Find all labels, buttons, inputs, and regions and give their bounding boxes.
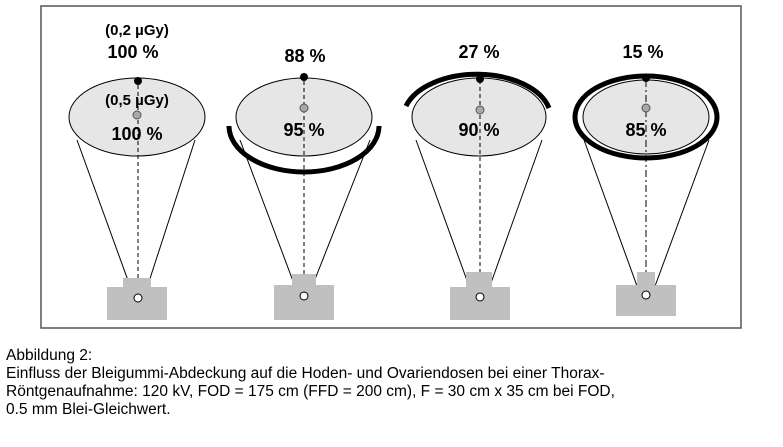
panel-upper-shield: 27 % 90 % [403,42,552,320]
beam-edge-left [583,139,642,298]
beam-edge-right [650,139,710,298]
gonad-dose-point [642,74,650,82]
gonad-dose-point [476,75,484,83]
dose-diagram: (0,2 µGy) 100 % (0,5 µGy) 100 % 88 % 95 … [40,5,742,329]
gonad-dose-point [134,77,142,85]
diagram-frame [40,5,742,329]
gonad-dose-note: (0,2 µGy) [105,22,169,39]
figure-caption: Abbildung 2: Einfluss der Bleigummi-Abde… [6,347,778,419]
lead-shield-lower [226,125,382,175]
focal-spot [641,290,651,300]
panel-full-shield: 15 % 85 % [572,42,720,316]
caption-line-1: Einfluss der Bleigummi-Abdeckung auf die… [6,365,605,382]
skin-dose-percent: 100 % [111,124,162,144]
skin-dose-note: (0,5 µGy) [105,92,169,109]
focal-spot [133,293,143,303]
panel-lower-shield: 88 % 95 % [226,46,382,320]
gonad-dose-point [300,73,308,81]
gonad-dose-percent: 15 % [622,42,663,62]
panel-no-shield: (0,2 µGy) 100 % (0,5 µGy) 100 % [68,22,206,320]
skin-dose-point [475,105,485,115]
beam-edge-left [76,139,135,298]
gonad-dose-percent: 88 % [284,46,325,66]
caption-heading: Abbildung 2: [6,347,93,364]
beam-edge-right [143,139,196,298]
skin-dose-point [641,103,651,113]
beam-edge-left [415,139,474,298]
skin-dose-point [132,110,142,120]
caption-line-3: 0.5 mm Blei-Gleichwert. [6,401,171,418]
caption-line-2: Röntgenaufnahme: 120 kV, FOD = 175 cm (F… [6,383,615,400]
dose-diagram-svg: (0,2 µGy) 100 % (0,5 µGy) 100 % 88 % 95 … [40,5,742,329]
beam-edge-left [239,139,300,298]
skin-dose-percent: 95 % [283,120,324,140]
lead-shield-upper [403,71,552,109]
focal-spot [475,292,485,302]
focal-spot [299,291,309,301]
skin-dose-percent: 85 % [625,120,666,140]
skin-dose-percent: 90 % [458,120,499,140]
skin-dose-point [299,103,309,113]
beam-edge-right [485,139,543,298]
gonad-dose-percent: 100 % [107,42,158,62]
body-ellipse [411,77,547,157]
beam-edge-right [307,139,371,298]
gonad-dose-percent: 27 % [458,42,499,62]
